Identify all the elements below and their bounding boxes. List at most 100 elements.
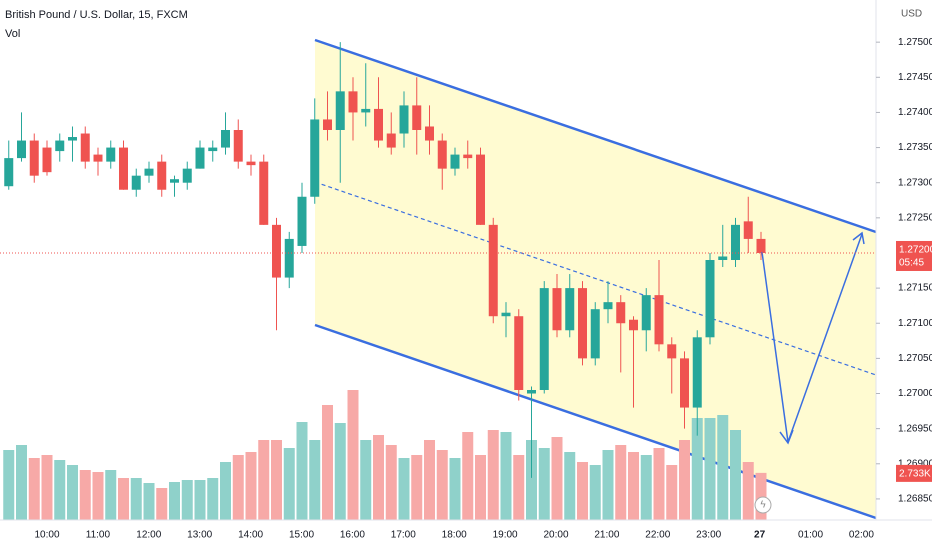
volume-bar [755,472,767,520]
candle-body [552,288,562,331]
candle-body [246,161,256,166]
candle-body [743,221,753,239]
volume-pane [3,390,767,520]
volume-bar [564,452,576,520]
volume-bar [424,440,435,520]
candle-body [233,130,243,162]
candle-body [157,161,167,190]
x-tick-label: 18:00 [442,530,467,541]
y-tick-label: 1.27350 [898,142,932,153]
candle-body [335,91,345,130]
x-tick-label: 14:00 [238,530,263,541]
volume-bar [220,462,231,520]
volume-bar [309,440,321,520]
candle-body [195,147,205,169]
candle-body [463,154,473,159]
candle-body [705,260,715,338]
countdown: 05:45 [899,258,924,269]
y-tick-label: 1.27050 [898,353,932,364]
x-tick-label: 23:00 [696,530,721,541]
indicator-label: Vol [5,28,20,40]
currency: USD [901,9,922,20]
volume-bar [245,452,257,520]
candle-body [68,137,77,141]
volume-bar [513,455,525,520]
candle-body [4,158,14,187]
volume-bar [16,445,27,520]
volume-bar [169,482,180,520]
volume-bar [551,437,563,520]
x-tick-label: 20:00 [543,530,568,541]
volume-bar [526,440,537,520]
candles [4,42,766,478]
volume-bar [194,480,206,520]
candle-body [182,168,192,183]
candle-body [539,288,549,390]
candle-body [17,140,26,159]
candle-body [629,319,638,331]
volume-bar [385,445,397,520]
volume-bar [3,450,15,520]
volume-bar [54,460,66,520]
alert-glyph: ϟ [760,500,766,511]
y-tick-label: 1.27450 [898,72,932,83]
candle-body [348,91,358,113]
x-tick-label: 01:00 [798,530,823,541]
candle-body [131,175,141,190]
candle-body [590,309,600,359]
candle-body [144,168,154,176]
volume-bar [181,480,193,520]
volume-label-box [896,464,932,482]
volume-bar [296,422,308,520]
candle-body [221,130,230,148]
volume-bar [322,405,333,520]
candle-body [119,147,128,190]
candle-body [42,147,52,173]
candle-body [106,147,116,162]
x-tick-label: 19:00 [493,530,518,541]
candle-body [514,316,524,390]
candle-body [718,256,728,260]
candle-body [272,224,281,278]
channel-bottom [314,323,877,520]
last-price-box [896,240,932,271]
candle-body [412,105,422,130]
candle-body [616,302,626,324]
volume-bar [283,448,295,520]
candle-body [527,390,536,394]
candle-body [259,161,269,225]
candle-body [450,154,460,169]
candle-body [425,126,434,141]
y-tick-label: 1.27500 [898,37,932,48]
volume-bar [143,483,155,520]
candle-body [399,105,409,134]
volume-bar [602,450,614,520]
x-tick-label: 13:00 [187,530,212,541]
candle-body [603,302,613,310]
arrow-head [779,429,794,445]
candle-body [488,224,498,317]
candle-body [374,108,383,141]
volume-bar [373,435,384,520]
volume-bar [615,445,627,520]
volume-bar [538,448,550,520]
volume-bar [730,430,741,520]
volume-bar [691,418,703,520]
candle-body [476,154,485,225]
volume-bar [577,462,588,520]
volume-bar [360,440,372,520]
volume-bar [347,390,359,520]
candle-body [323,119,332,130]
volume-bar [411,455,423,520]
x-tick-label: 15:00 [289,530,314,541]
y-tick-label: 1.26850 [898,494,932,505]
y-tick-label: 1.26900 [898,458,932,469]
candle-body [386,133,396,148]
x-tick-label: 22:00 [645,530,670,541]
volume-bar [271,440,282,520]
candle-body [361,108,371,113]
x-tick-label: 17:00 [391,530,416,541]
alert-icon[interactable] [754,496,772,514]
candle-body [437,140,447,169]
volume-bar [398,458,410,520]
